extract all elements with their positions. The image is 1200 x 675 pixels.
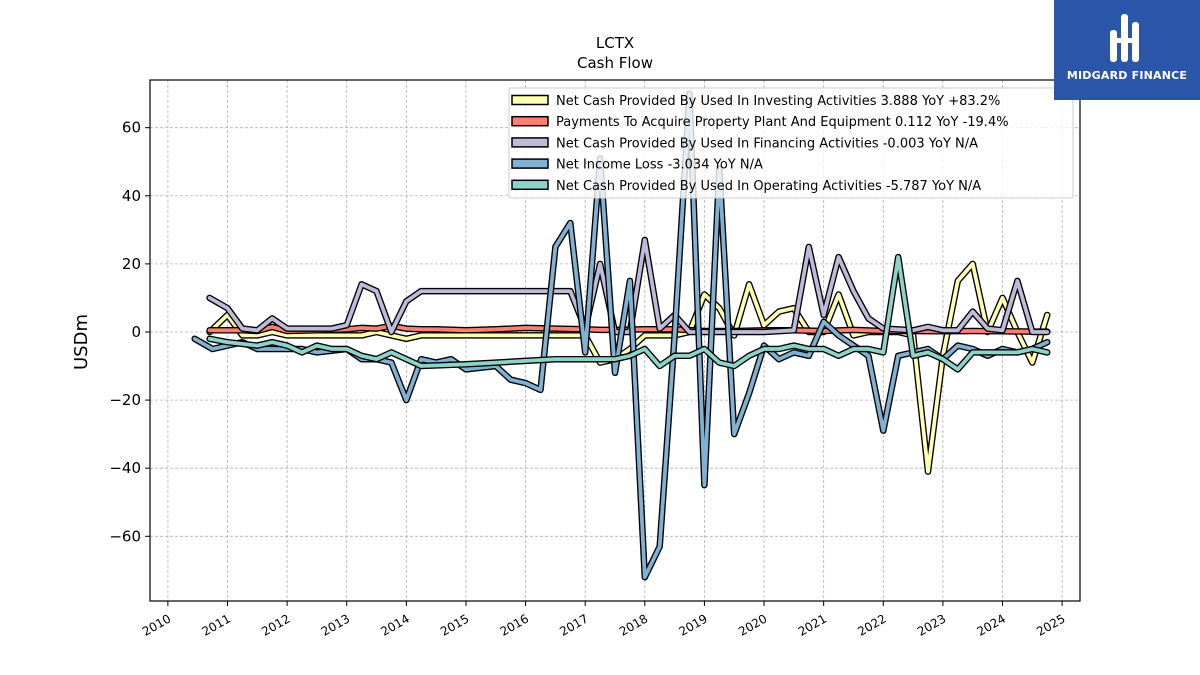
x-tick-label: 2024 (975, 611, 1008, 638)
y-ticks: −60 −40 −20 0 20 40 60 (109, 119, 150, 545)
x-tick-label: 2020 (736, 611, 769, 638)
legend-swatch (511, 158, 549, 169)
legend-entry: Net Income Loss -3.034 YoY N/A (556, 158, 763, 173)
x-tick-label: 2014 (378, 611, 411, 638)
y-tick-label: 40 (122, 187, 141, 205)
legend-entry: Net Cash Provided By Used In Financing A… (556, 136, 978, 151)
y-tick-label: 0 (131, 323, 141, 341)
brand-logo: MIDGARD FINANCE (1054, 0, 1200, 100)
x-tick-label: 2012 (259, 611, 292, 638)
brand-name: MIDGARD FINANCE (1066, 69, 1188, 82)
x-tick-label: 2010 (140, 611, 173, 638)
y-tick-label: 60 (122, 119, 141, 137)
y-tick-label: −40 (109, 459, 141, 477)
legend-swatch (511, 137, 549, 148)
plot-frame (149, 79, 1081, 602)
legend-swatch (511, 179, 549, 191)
chart-title: LCTX (596, 34, 634, 52)
x-tick-label: 2022 (855, 611, 888, 638)
x-ticks: 2010 2011 2012 2013 2014 2015 2016 2017 2018 2019… (140, 601, 1068, 639)
legend-entry: Payments To Acquire Property Plant And E… (556, 115, 1009, 130)
legend: Net Cash Provided By Used In Investing A… (508, 87, 1074, 199)
series-lines (191, 90, 1051, 581)
x-tick-label: 2025 (1034, 611, 1067, 638)
x-tick-label: 2021 (796, 611, 829, 638)
chart-subtitle: Cash Flow (577, 54, 653, 72)
series-line-2 (207, 238, 1050, 334)
legend-swatch (511, 115, 549, 127)
legend-swatch (511, 94, 549, 106)
logo-mark-icon (1110, 14, 1139, 62)
y-tick-label: −20 (109, 391, 141, 409)
x-tick-label: 2011 (200, 611, 233, 638)
y-tick-label: 20 (122, 255, 141, 273)
y-tick-label: −60 (109, 527, 141, 545)
x-tick-label: 2019 (676, 611, 709, 638)
x-tick-label: 2013 (319, 611, 352, 638)
legend-entry: Net Cash Provided By Used In Investing A… (556, 94, 1000, 109)
x-tick-label: 2015 (438, 611, 471, 638)
legend-entry: Net Cash Provided By Used In Operating A… (556, 179, 981, 194)
y-axis-label: USDm (71, 314, 92, 370)
x-tick-label: 2023 (915, 611, 948, 638)
x-tick-label: 2017 (557, 611, 590, 638)
x-tick-label: 2018 (617, 611, 650, 638)
x-tick-label: 2016 (498, 611, 531, 638)
series-line-4 (207, 255, 1050, 372)
legend-box (508, 87, 1074, 199)
